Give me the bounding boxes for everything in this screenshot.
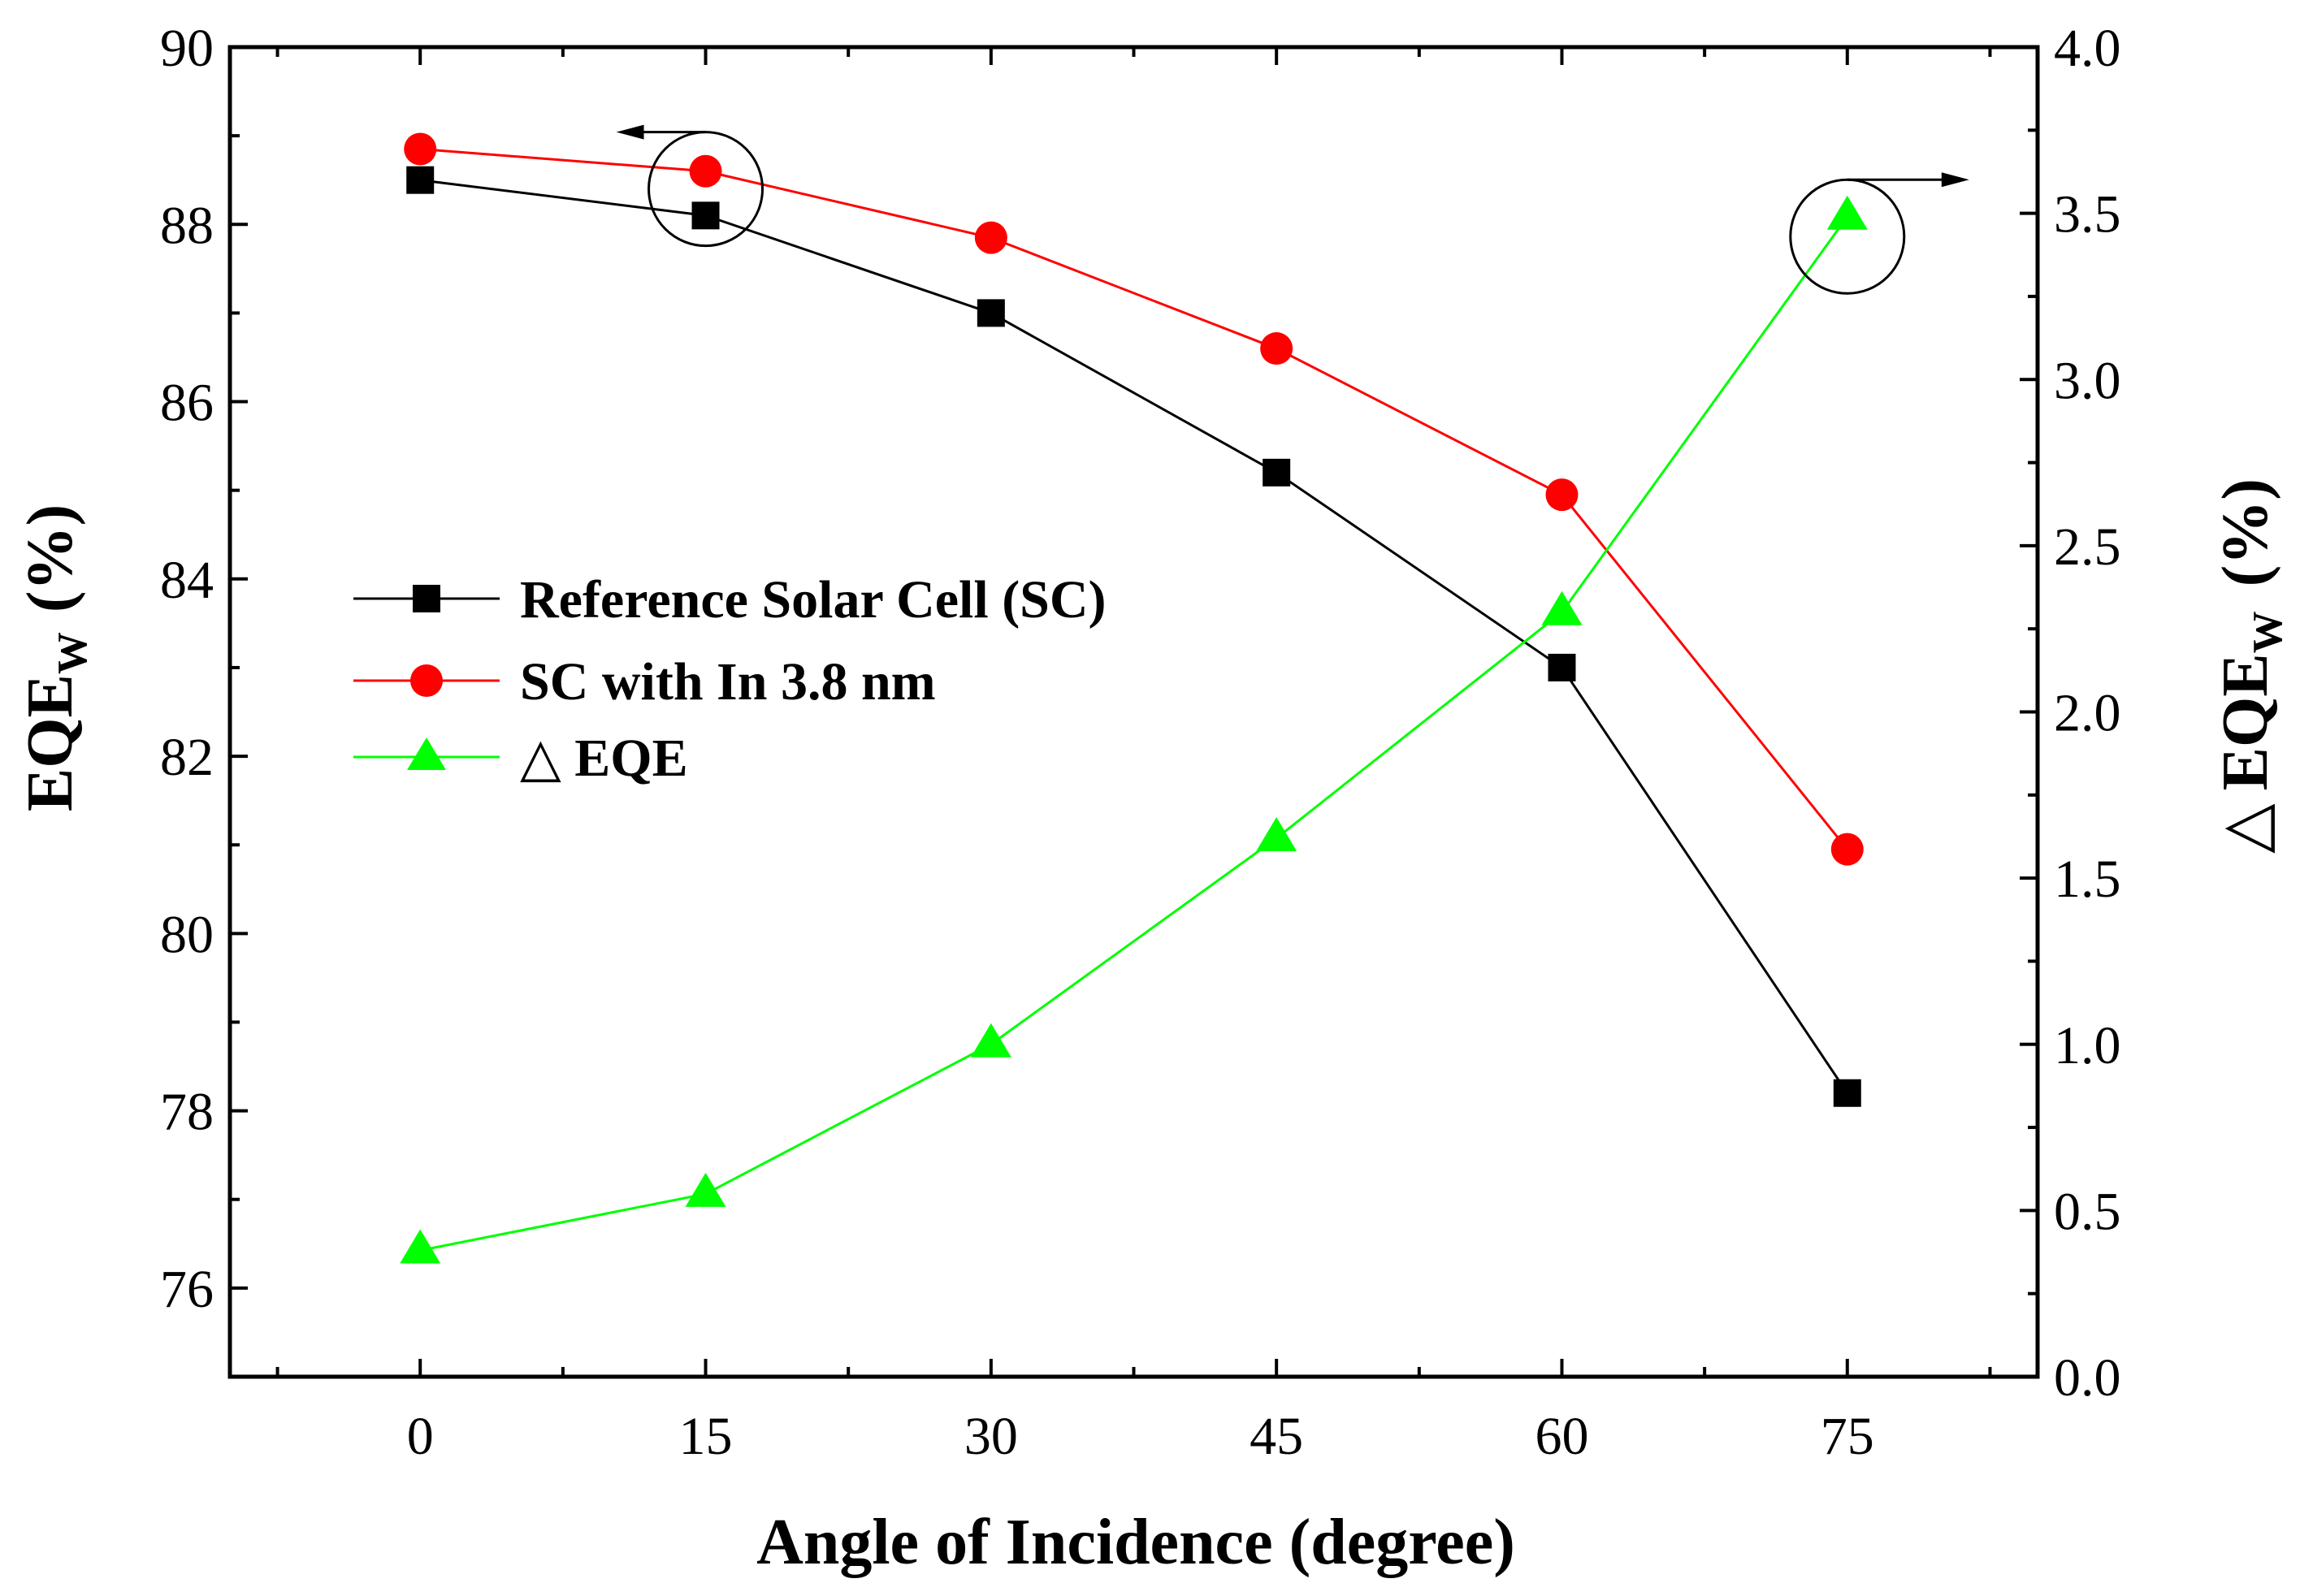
y-right-tick-label: 2.5: [2054, 517, 2121, 577]
data-point-reference: [691, 201, 720, 230]
y-left-tick-label: 84: [160, 551, 214, 610]
y-right-tick-label: 3.5: [2054, 185, 2121, 244]
annotation-arrow-head-right: [1941, 172, 1969, 188]
legend-label-reference: Reference Solar Cell (SC): [520, 570, 1107, 629]
legend-item-in-3-8nm: SC with In 3.8 nm: [353, 652, 936, 711]
data-point-in-3-8nm: [1545, 478, 1579, 512]
y-axis-right-title-sub: W: [2245, 611, 2291, 653]
y-right-tick-label: 1.0: [2054, 1016, 2121, 1075]
data-point-in-3-8nm: [689, 154, 722, 188]
x-tick-label: 0: [407, 1407, 434, 1466]
y-axis-left-title-main: EQE: [15, 674, 86, 811]
y-left-tick-label: 76: [160, 1260, 214, 1319]
y-left-tick-label: 80: [160, 905, 214, 964]
annotation-arrow-head-left: [616, 124, 644, 140]
data-point-reference: [1833, 1079, 1861, 1107]
y-right-tick-label: 4.0: [2054, 19, 2121, 78]
legend-item-delta-eqe: △ EQE: [353, 729, 688, 788]
series-line-1: [420, 148, 1848, 850]
legend-label-in-3-8nm: SC with In 3.8 nm: [520, 652, 936, 711]
data-point-reference: [977, 299, 1005, 327]
data-point-delta-eqe: [400, 1229, 441, 1264]
y-left-tick-label: 78: [160, 1083, 214, 1142]
y-axis-right-title-unit: (%): [2210, 478, 2281, 586]
x-tick-label: 60: [1535, 1407, 1588, 1466]
y-axis-right-title-prefix: △: [2210, 803, 2281, 854]
plot-area-frame: [227, 45, 2040, 1379]
y-left-tick-label: 82: [160, 728, 214, 787]
data-point-reference: [1263, 458, 1291, 487]
legend-marker-square: [413, 585, 440, 612]
y-left-tick-label: 88: [160, 196, 214, 255]
y-right-tick-label: 2.0: [2054, 684, 2121, 743]
y-left-tick-label: 86: [160, 374, 214, 433]
y-right-tick-label: 3.0: [2054, 351, 2121, 410]
data-point-delta-eqe: [1826, 195, 1868, 230]
y-right-tick-label: 1.5: [2054, 850, 2121, 909]
annotations-layer: [616, 124, 1969, 295]
series-line-2: [419, 215, 1849, 1252]
y-left-tick-label: 90: [160, 19, 214, 78]
legend: Reference Solar Cell (SC) SC with In 3.8…: [353, 570, 1107, 788]
y-axis-left-title: EQEW (%): [15, 504, 96, 811]
ticks-layer: 0 15 30 45 60 75 76 78 80 82 84 86 88 90 0.0 0.5 1.0 1.5 2…: [160, 19, 2121, 1466]
data-point-in-3-8nm: [404, 132, 437, 166]
data-point-delta-eqe: [970, 1023, 1011, 1058]
legend-label-delta-eqe: △ EQE: [520, 729, 688, 788]
legend-marker-triangle: [407, 737, 446, 770]
y-axis-right-title: △ EQEW (%): [2210, 478, 2291, 854]
y-axis-left-title-unit: (%): [15, 504, 86, 612]
data-point-delta-eqe: [1256, 817, 1297, 852]
series-layer: [400, 132, 1868, 1264]
legend-marker-circle: [410, 664, 443, 697]
x-tick-label: 15: [679, 1407, 733, 1466]
data-point-in-3-8nm: [974, 221, 1007, 254]
data-point-in-3-8nm: [1260, 332, 1293, 365]
x-tick-label: 30: [964, 1407, 1018, 1466]
data-point-delta-eqe: [685, 1172, 726, 1207]
data-point-reference: [1548, 653, 1576, 681]
x-tick-label: 75: [1821, 1407, 1874, 1466]
data-point-reference: [406, 166, 435, 194]
data-point-delta-eqe: [1541, 590, 1583, 625]
legend-item-reference: Reference Solar Cell (SC): [353, 570, 1107, 629]
x-axis-title: Angle of Incidence (degree): [756, 1507, 1515, 1578]
y-axis-left-title-sub: W: [50, 632, 96, 674]
x-tick-label: 45: [1250, 1407, 1303, 1466]
y-right-tick-label: 0.5: [2054, 1182, 2121, 1241]
series-line-0: [420, 179, 1849, 1094]
data-point-in-3-8nm: [1830, 833, 1864, 866]
y-right-tick-label: 0.0: [2054, 1348, 2121, 1408]
y-axis-right-title-main: EQE: [2210, 653, 2281, 790]
